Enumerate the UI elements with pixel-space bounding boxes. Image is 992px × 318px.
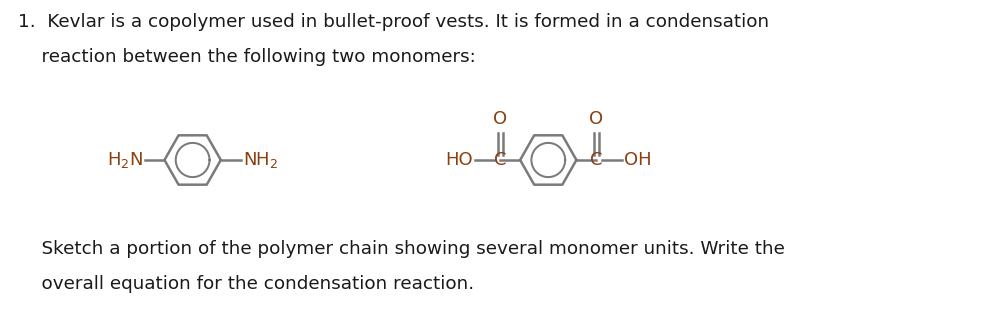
- Text: NH$_2$: NH$_2$: [242, 150, 278, 170]
- Text: C: C: [494, 151, 507, 169]
- Text: 1.  Kevlar is a copolymer used in bullet-proof vests. It is formed in a condensa: 1. Kevlar is a copolymer used in bullet-…: [18, 13, 769, 31]
- Text: reaction between the following two monomers:: reaction between the following two monom…: [18, 48, 475, 66]
- Text: overall equation for the condensation reaction.: overall equation for the condensation re…: [18, 275, 474, 293]
- Text: OH: OH: [624, 151, 652, 169]
- Text: HO: HO: [445, 151, 473, 169]
- Text: O: O: [589, 110, 603, 128]
- Text: H$_2$N: H$_2$N: [107, 150, 143, 170]
- Text: O: O: [493, 110, 508, 128]
- Text: Sketch a portion of the polymer chain showing several monomer units. Write the: Sketch a portion of the polymer chain sh…: [18, 240, 785, 258]
- Text: C: C: [590, 151, 602, 169]
